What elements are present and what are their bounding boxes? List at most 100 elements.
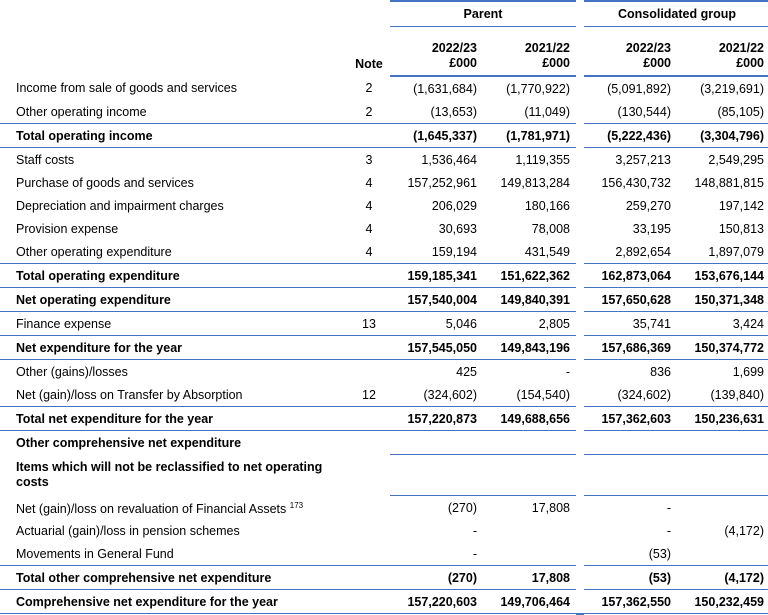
row-note: [352, 519, 390, 542]
col-header: 2021/22 £000: [677, 26, 768, 77]
row-value: [584, 430, 677, 455]
col-header: 2022/23 £000: [584, 26, 677, 77]
row-value: (1,781,971): [483, 123, 576, 148]
row-value: 425: [456, 364, 477, 379]
table-row: Total other comprehensive net expenditur…: [0, 565, 768, 590]
row-value: [677, 542, 768, 566]
row-value: 149,813,284: [500, 175, 570, 190]
row-value: 2,892,654: [615, 244, 671, 259]
row-value: (270): [390, 565, 483, 590]
row-label: Purchase of goods and services: [16, 175, 194, 190]
row-label: Other operating income: [16, 104, 147, 119]
row-value: (4,172): [677, 565, 768, 590]
row-label: Actuarial (gain)/loss in pension schemes: [16, 523, 240, 538]
row-note: 2: [365, 81, 373, 95]
row-value: 149,706,464: [483, 589, 576, 614]
row-value: [677, 454, 768, 496]
header-group-row: Parent Consolidated group: [0, 0, 768, 27]
row-note: [352, 431, 390, 455]
row-value: -: [565, 364, 570, 379]
column-gap: [576, 589, 584, 615]
row-note: [352, 406, 390, 431]
row-label: Other operating expenditure: [16, 244, 172, 259]
row-label: Total net expenditure for the year: [0, 406, 352, 431]
table-row: Comprehensive net expenditure for the ye…: [0, 589, 768, 615]
table-row: Staff costs 3 1,536,464 1,119,355 3,257,213 2…: [0, 148, 768, 172]
row-value: (130,544): [617, 104, 671, 119]
row-value: [483, 542, 576, 566]
row-value: 159,194: [431, 244, 477, 259]
row-label: Income from sale of goods and services: [16, 81, 237, 95]
row-value: 150,236,631: [677, 406, 768, 431]
row-note: [352, 565, 390, 590]
row-note: [352, 360, 390, 384]
row-value: -: [472, 546, 477, 561]
row-label: Staff costs: [16, 152, 75, 167]
row-value: (5,222,436): [584, 123, 677, 148]
table-row: Items which will not be reclassified to …: [0, 454, 768, 496]
row-value: 259,270: [625, 198, 671, 213]
group-header: Consolidated group: [584, 0, 768, 27]
column-gap: [576, 455, 584, 496]
row-value: 157,650,628: [584, 287, 677, 312]
row-note: [352, 335, 390, 360]
row-note: [352, 123, 390, 148]
column-gap: [576, 288, 584, 312]
row-value: (53): [648, 546, 671, 561]
row-value: 17,808: [531, 500, 570, 515]
row-value: -: [472, 523, 477, 538]
row-label: Total operating income: [0, 123, 352, 148]
row-value: (270): [447, 500, 477, 515]
column-gap: [576, 566, 584, 590]
row-label: Movements in General Fund: [16, 546, 174, 561]
row-value: 150,371,348: [677, 287, 768, 312]
row-label: Finance expense: [16, 316, 112, 331]
row-value: 431,549: [524, 244, 570, 259]
row-value: 150,374,772: [677, 335, 768, 360]
row-value: 1,897,079: [708, 244, 764, 259]
parent-header: Parent: [390, 0, 576, 27]
row-value: 149,843,196: [483, 335, 576, 360]
col-header: 2021/22 £000: [483, 26, 576, 77]
row-value: (1,770,922): [506, 81, 570, 96]
row-note: 4: [365, 244, 373, 259]
table-row: Total operating expenditure 159,185,341 15…: [0, 263, 768, 288]
row-note: 2: [365, 104, 373, 119]
row-value: 149,840,391: [483, 287, 576, 312]
row-label: Total other comprehensive net expenditur…: [0, 565, 352, 590]
row-value: 157,362,550: [584, 589, 677, 614]
table-row: Other comprehensive net expenditure: [0, 430, 768, 455]
row-value: 836: [650, 364, 671, 379]
row-label: Depreciation and impairment charges: [16, 198, 224, 213]
row-value: 150,232,459: [677, 589, 768, 614]
table-row: Provision expense 4 30,693 78,008 33,195 150,…: [0, 217, 768, 240]
table-row: Actuarial (gain)/loss in pension schemes…: [0, 519, 768, 542]
table-row: Depreciation and impairment charges 4 206,…: [0, 194, 768, 217]
column-gap: [576, 194, 584, 217]
column-gap: [576, 100, 584, 124]
row-label: Comprehensive net expenditure for the ye…: [0, 589, 352, 614]
column-gap: [576, 407, 584, 431]
row-value: (154,540): [516, 387, 570, 402]
row-value: (1,645,337): [390, 123, 483, 148]
column-gap: [576, 383, 584, 407]
column-gap: [576, 217, 584, 240]
row-note: [352, 542, 390, 566]
row-value: [390, 430, 483, 455]
table-row: Purchase of goods and services 4 157,252,9…: [0, 171, 768, 194]
row-label: Net expenditure for the year: [0, 335, 352, 360]
column-gap: [576, 360, 584, 384]
row-value: 151,622,362: [483, 263, 576, 288]
row-value: 3,257,213: [615, 152, 671, 167]
row-value: 30,693: [438, 221, 477, 236]
row-value: 78,008: [531, 221, 570, 236]
row-value: (3,219,691): [700, 81, 764, 96]
row-value: 1,536,464: [421, 152, 477, 167]
column-gap: [576, 336, 584, 360]
row-value: (139,840): [710, 387, 764, 402]
row-note: [352, 287, 390, 312]
col-header: 2022/23 £000: [390, 26, 483, 77]
column-gap: [576, 124, 584, 148]
row-value: (53): [584, 565, 677, 590]
row-value: [483, 430, 576, 455]
